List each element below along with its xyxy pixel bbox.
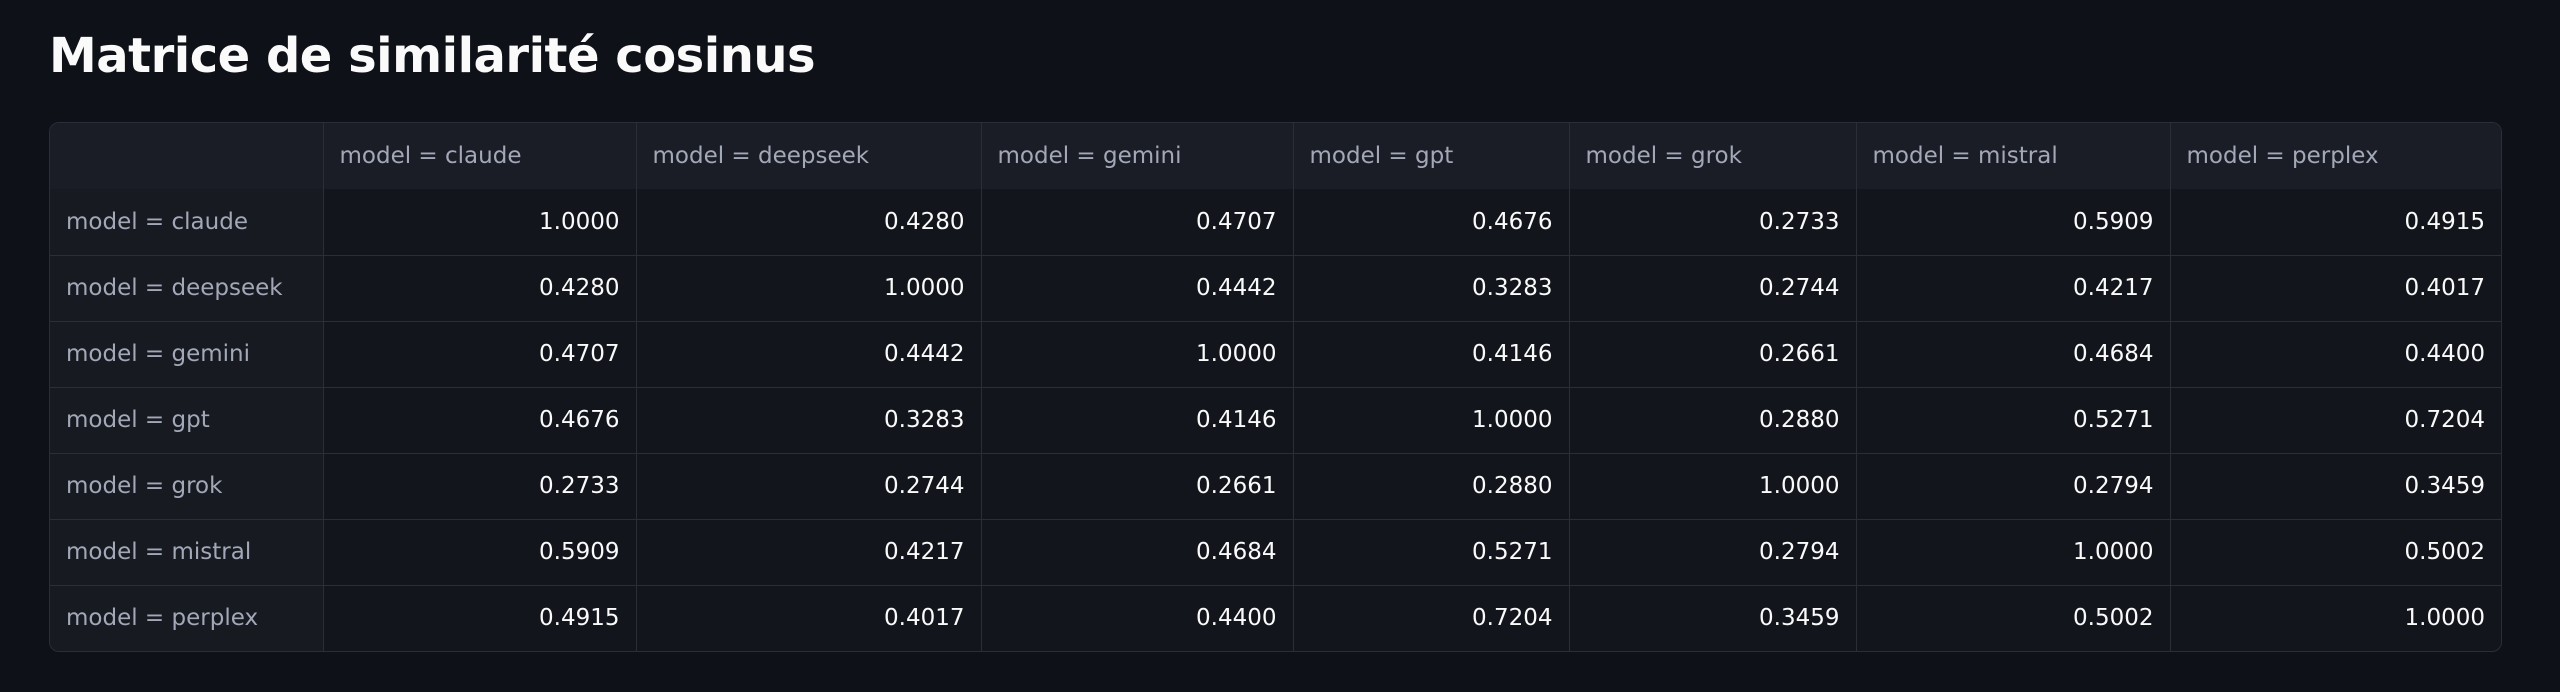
column-header: model = mistral [1856,123,2171,189]
column-header: model = deepseek [636,123,982,189]
table-row: model = claude 1.0000 0.4280 0.4707 0.4676 0.… [50,189,2501,256]
table-cell: 0.4217 [636,519,982,586]
row-header: model = deepseek [50,255,324,322]
column-header: model = gemini [981,123,1294,189]
table-cell: 0.2661 [981,453,1294,520]
table-cell: 0.2880 [1569,387,1857,454]
data-table: model = claude model = deepseek model = ge… [49,122,2502,652]
table-cell: 1.0000 [2404,605,2485,632]
table-cell: 1.0000 [1569,453,1857,520]
table-cell: 0.4707 [981,189,1294,256]
table-cell: 0.4707 [323,321,637,388]
table-row: model = gpt 0.4676 0.3283 0.4146 1.0000 0.288… [50,387,2501,454]
row-header: model = grok [50,453,324,520]
table-cell: 0.4017 [636,585,982,651]
table-cell: 0.7204 [2170,387,2501,454]
table-cell: 0.4915 [323,585,637,651]
table-cell: 0.5271 [1856,387,2171,454]
table-cell: 0.7204 [1293,585,1570,651]
table-cell: 0.3459 [2170,453,2501,520]
page-title: Matrice de similarité cosinus [49,28,816,84]
row-header: model = claude [50,189,324,256]
table-cell: 0.4146 [981,387,1294,454]
table-cell: 0.3459 [1569,585,1857,651]
column-header: model = claude [323,123,637,189]
table-body: model = claude 1.0000 0.4280 0.4707 0.4676 0.… [50,189,2501,651]
row-header: model = gemini [50,321,324,388]
table-row: model = perplex 0.4915 0.4017 0.4400 0.7204 0… [50,585,2501,651]
table-cell: 0.4217 [1856,255,2171,322]
column-header: model = gpt [1293,123,1570,189]
row-header: model = perplex [50,585,324,651]
table-cell: 0.4280 [323,255,637,322]
column-header: model = perplex [2170,123,2501,189]
matrix-table: model = claude model = deepseek model = ge… [50,123,2501,651]
table-cell: 1.0000 [636,255,982,322]
table-cell: 0.5271 [1293,519,1570,586]
table-cell: 0.2733 [1569,189,1857,256]
table-cell: 0.3283 [1293,255,1570,322]
table-cell: 0.4400 [2170,321,2501,388]
table-cell: 0.3283 [636,387,982,454]
table-cell: 0.4676 [323,387,637,454]
column-header: model = grok [1569,123,1857,189]
table-cell: 0.2744 [1569,255,1857,322]
table-cell: 0.2661 [1569,321,1857,388]
corner-cell [50,123,324,189]
table-row: model = deepseek 0.4280 1.0000 0.4442 0.3283… [50,255,2501,322]
header-row: model = claude model = deepseek model = ge… [50,123,2501,189]
table-cell: 0.5909 [323,519,637,586]
table-cell: 0.4400 [981,585,1294,651]
table-cell: 1.0000 [981,321,1294,388]
table-cell: 0.5002 [1856,585,2171,651]
table-cell: 0.4280 [636,189,982,256]
table-cell: 1.0000 [1856,519,2171,586]
row-header: model = mistral [50,519,324,586]
table-cell: 0.2880 [1293,453,1570,520]
table-row: model = mistral 0.5909 0.4217 0.4684 0.5271 0… [50,519,2501,586]
table-cell: 0.2794 [1856,453,2171,520]
table-cell: 0.5002 [2170,519,2501,586]
table-cell: 0.4676 [1293,189,1570,256]
table-cell: 0.4915 [2170,189,2501,256]
table-cell: 0.2794 [1569,519,1857,586]
table-cell: 0.5909 [1856,189,2171,256]
table-cell: 0.4442 [636,321,982,388]
row-header: model = gpt [50,387,324,454]
table-cell: 0.4146 [1293,321,1570,388]
table-cell: 1.0000 [323,189,637,256]
table-cell: 0.4684 [981,519,1294,586]
table-cell: 0.2744 [636,453,982,520]
table-row: model = grok 0.2733 0.2744 0.2661 0.2880 1.00… [50,453,2501,520]
table-cell: 0.4442 [981,255,1294,322]
table-cell: 1.0000 [1293,387,1570,454]
table-cell: 0.4017 [2170,255,2501,322]
table-row: model = gemini 0.4707 0.4442 1.0000 0.4146 0.… [50,321,2501,388]
table-cell: 0.4684 [1856,321,2171,388]
table-cell: 0.2733 [323,453,637,520]
